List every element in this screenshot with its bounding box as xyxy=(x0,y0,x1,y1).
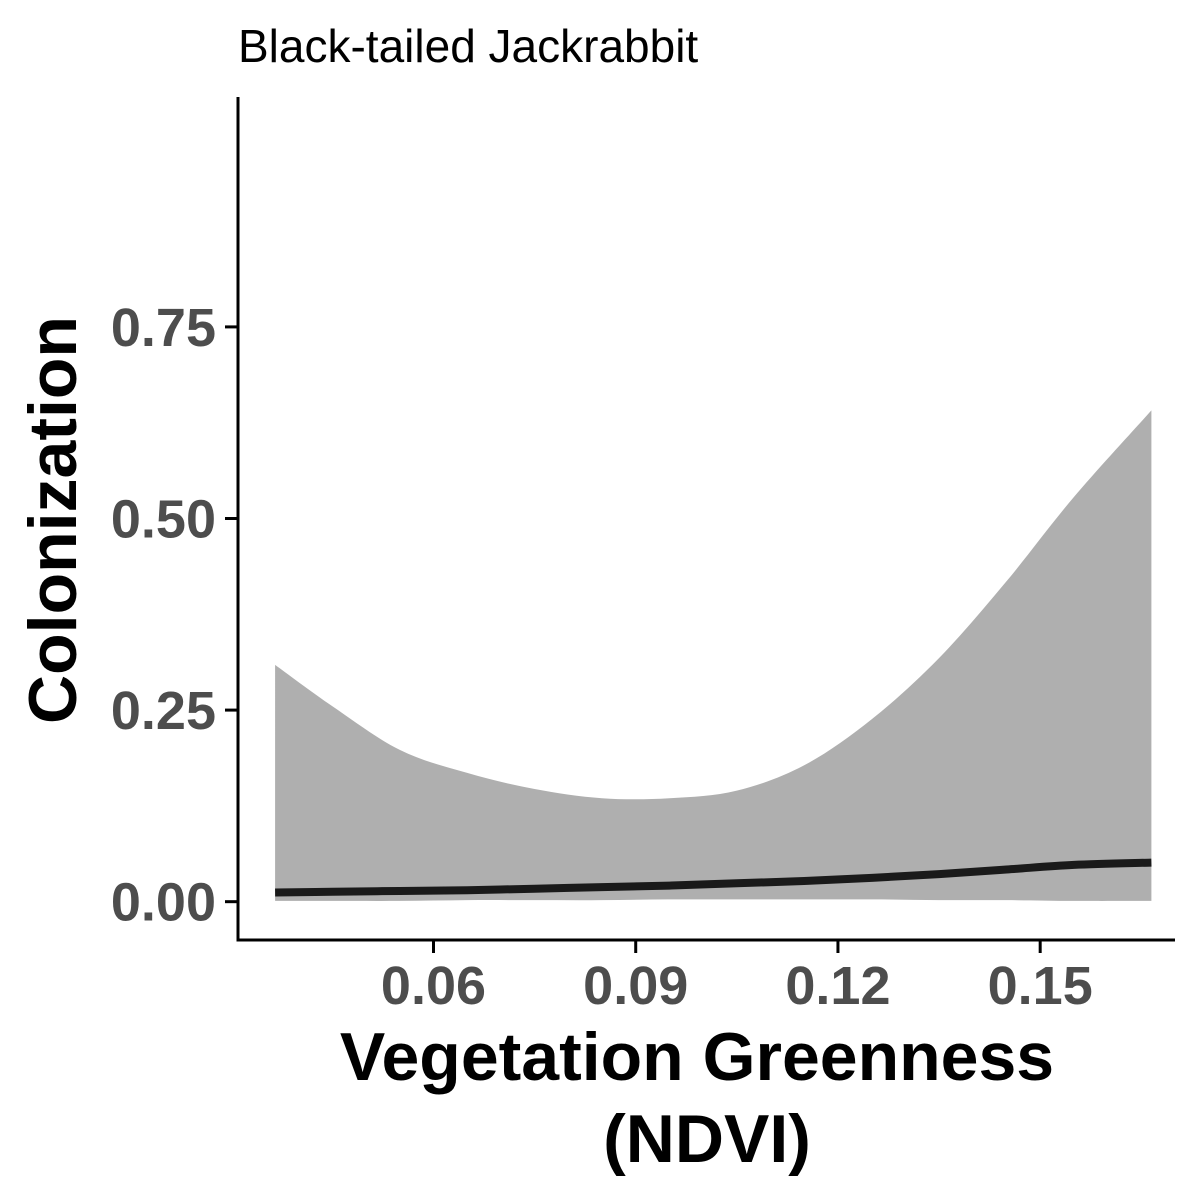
y-tick-label: 0.50 xyxy=(111,490,216,550)
chart-title: Black-tailed Jackrabbit xyxy=(238,20,698,72)
x-axis-title-line1: Vegetation Greenness xyxy=(340,1019,1054,1095)
x-tick-label: 0.09 xyxy=(583,956,688,1016)
x-tick-label: 0.12 xyxy=(785,956,890,1016)
x-axis-ticks: 0.06 0.09 0.12 0.15 xyxy=(381,940,1093,1016)
series-line xyxy=(275,858,1152,897)
confidence-ribbon-layer xyxy=(275,410,1152,901)
x-axis-title-line2: (NDVI) xyxy=(603,1101,811,1177)
confidence-ribbon xyxy=(275,410,1152,901)
y-axis-title: Colonization xyxy=(15,316,91,724)
x-tick-label: 0.06 xyxy=(381,956,486,1016)
y-axis-ticks: 0.00 0.25 0.50 0.75 xyxy=(111,298,238,933)
y-tick-label: 0.75 xyxy=(111,298,216,358)
x-tick-label: 0.15 xyxy=(988,956,1093,1016)
line-layer xyxy=(275,858,1152,897)
y-tick-label: 0.00 xyxy=(111,873,216,933)
y-tick-label: 0.25 xyxy=(111,681,216,741)
